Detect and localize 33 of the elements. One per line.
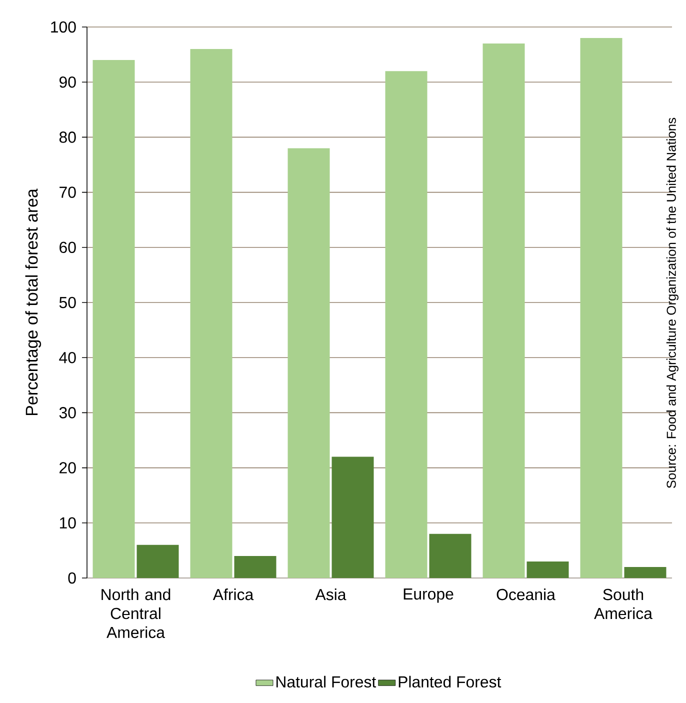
y-tick-label: 30	[59, 407, 76, 418]
bar	[429, 534, 472, 578]
bar	[482, 44, 525, 578]
y-tick-label: 10	[60, 517, 76, 529]
bar	[190, 49, 232, 578]
bar	[526, 561, 569, 578]
y-tick-label: 20	[60, 462, 76, 474]
y-tick-label: 100	[51, 21, 76, 33]
y-tick-label: 50	[59, 296, 76, 308]
bar	[234, 556, 276, 578]
x-tick-label: North and Central America	[102, 588, 170, 638]
bar	[288, 148, 330, 578]
y-tick-label: 40	[59, 352, 76, 364]
y-tick-label: 70	[60, 186, 76, 198]
y-axis-title: Percentage of total forest area	[25, 188, 42, 416]
y-tick-label: 60	[60, 242, 76, 254]
annotation: Source: Food and Agriculture Organization of the United Nations	[666, 118, 678, 488]
legend-label: Natural Forest	[276, 676, 376, 688]
x-tick-label: South America	[594, 588, 652, 620]
bar	[92, 60, 135, 578]
bar	[136, 544, 179, 578]
x-tick-label: Asia	[315, 588, 346, 600]
x-tick-label: Africa	[212, 588, 254, 600]
legend-label: Planted Forest	[398, 676, 502, 688]
y-tick-label: 80	[59, 132, 76, 143]
bar	[332, 456, 374, 578]
x-tick-label: Oceania	[496, 588, 556, 600]
bar	[385, 71, 428, 578]
y-tick-label: 0	[68, 572, 76, 584]
x-tick-label: Europe	[404, 588, 454, 603]
bar	[624, 566, 666, 578]
bar	[580, 38, 622, 578]
y-tick-label: 90	[60, 76, 76, 88]
